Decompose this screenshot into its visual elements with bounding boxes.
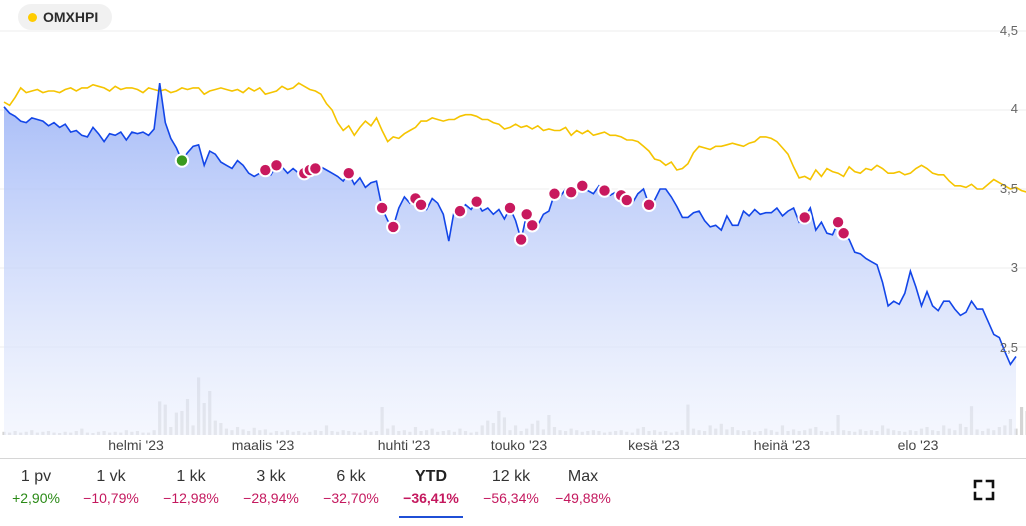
sell-marker[interactable] (513, 232, 529, 247)
y-tick-label: 3 (1010, 260, 1018, 275)
index-line (3, 82, 1026, 193)
sell-marker[interactable] (797, 210, 812, 225)
period-label: 1 kk (176, 468, 206, 485)
period-change: −36,41% (403, 490, 459, 506)
period-1w[interactable]: 1 vk −10,79% (75, 466, 147, 508)
x-tick-label: kesä '23 (628, 437, 680, 453)
divider (0, 458, 1026, 459)
period-6m[interactable]: 6 kk −32,70% (315, 466, 387, 508)
sell-marker[interactable] (269, 158, 284, 173)
period-label: Max (567, 468, 599, 485)
x-tick-label: heinä '23 (753, 437, 811, 453)
period-change: −56,34% (483, 490, 539, 506)
sell-marker[interactable] (525, 218, 540, 233)
legend-omxhpi[interactable]: OMXHPI (18, 4, 113, 30)
x-tick-label: helmi '23 (108, 437, 164, 453)
sell-marker[interactable] (547, 186, 562, 201)
period-change: −28,94% (243, 490, 299, 506)
x-tick-label: maalis '23 (231, 437, 295, 453)
period-label: 12 kk (491, 468, 531, 485)
period-label: 6 kk (336, 468, 366, 485)
sell-marker[interactable] (452, 203, 468, 219)
period-ytd[interactable]: YTD −36,41% (395, 466, 467, 518)
sell-marker[interactable] (413, 197, 429, 213)
price-chart[interactable] (0, 0, 1026, 458)
sell-marker[interactable] (502, 200, 518, 216)
buy-marker[interactable] (174, 153, 190, 168)
sell-marker[interactable] (563, 184, 579, 200)
period-change: −12,98% (163, 490, 219, 506)
period-12m[interactable]: 12 kk −56,34% (475, 466, 547, 508)
sell-marker[interactable] (619, 192, 634, 208)
y-tick-label: 2,5 (999, 340, 1018, 355)
period-label: 3 kk (256, 468, 286, 485)
sell-marker[interactable] (386, 219, 401, 235)
sell-marker[interactable] (308, 161, 323, 176)
sell-marker[interactable] (519, 207, 534, 222)
sell-marker[interactable] (836, 226, 851, 241)
sell-marker[interactable] (830, 214, 846, 230)
sell-marker[interactable] (597, 183, 612, 198)
period-change: −32,70% (323, 490, 379, 506)
volume-bar (1019, 407, 1024, 435)
period-change: −49,88% (555, 490, 611, 506)
period-1m[interactable]: 1 kk −12,98% (155, 466, 227, 508)
sell-marker[interactable] (469, 194, 484, 209)
y-tick-label: 3,5 (999, 181, 1018, 196)
x-tick-label: touko '23 (490, 437, 548, 453)
sell-marker[interactable] (374, 200, 390, 216)
trade-markers (174, 153, 851, 247)
sell-marker[interactable] (575, 178, 590, 194)
fullscreen-icon[interactable] (972, 478, 996, 502)
period-label: 1 vk (96, 468, 126, 485)
period-label: YTD (415, 468, 447, 485)
legend-dot-icon (28, 12, 37, 22)
x-tick-label: elo '23 (897, 437, 939, 453)
sell-marker[interactable] (641, 197, 657, 213)
stock-area (4, 83, 1016, 435)
period-3m[interactable]: 3 kk −28,94% (235, 466, 307, 508)
active-underline (399, 516, 463, 518)
period-label: 1 pv (20, 468, 52, 485)
x-tick-label: huhti '23 (377, 437, 431, 453)
period-max[interactable]: Max −49,88% (547, 466, 619, 508)
legend-label: OMXHPI (43, 9, 99, 25)
y-tick-label: 4 (1010, 101, 1018, 116)
period-change: +2,90% (12, 490, 60, 506)
sell-marker[interactable] (341, 166, 356, 181)
y-tick-label: 4,5 (999, 23, 1018, 38)
period-change: −10,79% (83, 490, 139, 506)
period-1d[interactable]: 1 pv +2,90% (0, 466, 72, 508)
